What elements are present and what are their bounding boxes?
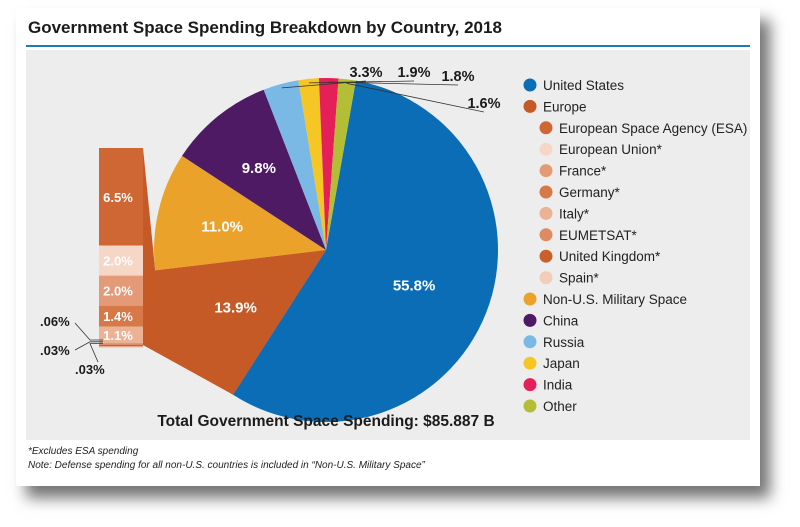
- footnote-defense: Note: Defense spending for all non-U.S. …: [28, 460, 425, 471]
- title-rule: [26, 45, 750, 47]
- breakdown-label-france: 2.0%: [103, 284, 133, 299]
- legend-label-china: China: [543, 313, 579, 328]
- breakdown-label-eumetsat: .06%: [40, 314, 70, 329]
- breakdown-segment-united-kingdom: [99, 344, 143, 347]
- breakdown-leader-spain: [89, 343, 103, 363]
- breakdown-segment-spain: [99, 346, 143, 348]
- slice-label-europe: 13.9%: [214, 300, 257, 317]
- legend-label-spain: Spain*: [559, 271, 600, 286]
- legend-swatch-european-space-agency-esa: [539, 121, 553, 135]
- legend-label-european-space-agency-esa: European Space Agency (ESA): [559, 121, 747, 136]
- legend-label-united-states: United States: [543, 78, 624, 93]
- breakdown-segment-france: [99, 275, 143, 306]
- slice-label-china: 9.8%: [242, 160, 276, 177]
- legend-swatch-united-states: [523, 78, 537, 92]
- slice-label-japan: 1.9%: [397, 65, 430, 81]
- legend-label-france: France*: [559, 164, 607, 179]
- legend-swatch-united-kingdom: [539, 249, 553, 263]
- breakdown-segment-eumetsat: [99, 343, 143, 345]
- legend-swatch-france: [539, 164, 553, 178]
- pie-slice-non-u-s-military-space: [153, 155, 326, 271]
- slice-label-united-states: 55.8%: [393, 277, 436, 294]
- legend-swatch-italy: [539, 206, 553, 220]
- legend-label-non-u-s-military-space: Non-U.S. Military Space: [543, 292, 687, 307]
- breakdown-segment-germany: [99, 305, 143, 327]
- legend-swatch-india: [523, 378, 537, 392]
- pie-slice-russia: [263, 80, 326, 251]
- breakdown-label-european-union: 2.0%: [103, 254, 133, 269]
- breakdown-segment-european-space-agency-esa: [99, 148, 143, 246]
- breakdown-label-european-space-agency-esa: 6.5%: [103, 190, 133, 205]
- legend-label-russia: Russia: [543, 335, 585, 350]
- pie-slice-china: [182, 89, 326, 250]
- legend-label-india: India: [543, 378, 573, 393]
- slice-label-other: 1.6%: [467, 96, 500, 112]
- total-spending-label: Total Government Space Spending: $85.887…: [157, 413, 494, 430]
- breakdown-segment-european-union: [99, 245, 143, 276]
- legend-swatch-european-union: [539, 142, 553, 156]
- pie-slice-europe: [155, 250, 326, 395]
- legend-swatch-japan: [523, 356, 537, 370]
- legend-swatch-russia: [523, 335, 537, 349]
- breakdown-label-united-kingdom: .03%: [40, 343, 70, 358]
- pie-slice-united-states: [233, 80, 499, 422]
- legend-label-europe: Europe: [543, 99, 587, 114]
- slice-label-russia: 3.3%: [349, 65, 382, 81]
- chart-title: Government Space Spending Breakdown by C…: [28, 18, 502, 37]
- legend-swatch-china: [523, 313, 537, 327]
- slice-label-non-u-s-military-space: 11.0%: [201, 219, 243, 236]
- legend-label-japan: Japan: [543, 356, 580, 371]
- pie-slice-india: [318, 77, 339, 251]
- footnote-esa: *Excludes ESA spending: [28, 446, 139, 457]
- breakdown-leader-eumetsat: [74, 322, 103, 341]
- breakdown-segment-italy: [99, 326, 143, 344]
- legend-label-other: Other: [543, 399, 577, 414]
- leader-japan: [308, 80, 415, 84]
- leader-india: [328, 81, 459, 86]
- legend-swatch-europe: [523, 99, 537, 113]
- legend-label-united-kingdom: United Kingdom*: [559, 249, 661, 264]
- breakdown-label-italy: 1.1%: [103, 328, 133, 343]
- legend-swatch-germany: [539, 185, 553, 199]
- breakdown-label-spain: .03%: [75, 362, 105, 377]
- legend-label-italy: Italy*: [559, 206, 590, 221]
- breakdown-leader-united-kingdom: [74, 341, 103, 351]
- legend-swatch-spain: [539, 271, 553, 285]
- slice-label-india: 1.8%: [441, 69, 474, 85]
- leader-other: [346, 82, 485, 113]
- breakdown-label-germany: 1.4%: [103, 309, 133, 324]
- pie-slice-japan: [298, 78, 326, 250]
- legend-swatch-other: [523, 399, 537, 413]
- pie-slice-other: [326, 78, 356, 251]
- legend-swatch-eumetsat: [539, 228, 553, 242]
- legend-label-eumetsat: EUMETSAT*: [559, 228, 638, 243]
- legend-label-germany: Germany*: [559, 185, 621, 200]
- legend-label-european-union: European Union*: [559, 142, 663, 157]
- legend-swatch-non-u-s-military-space: [523, 292, 537, 306]
